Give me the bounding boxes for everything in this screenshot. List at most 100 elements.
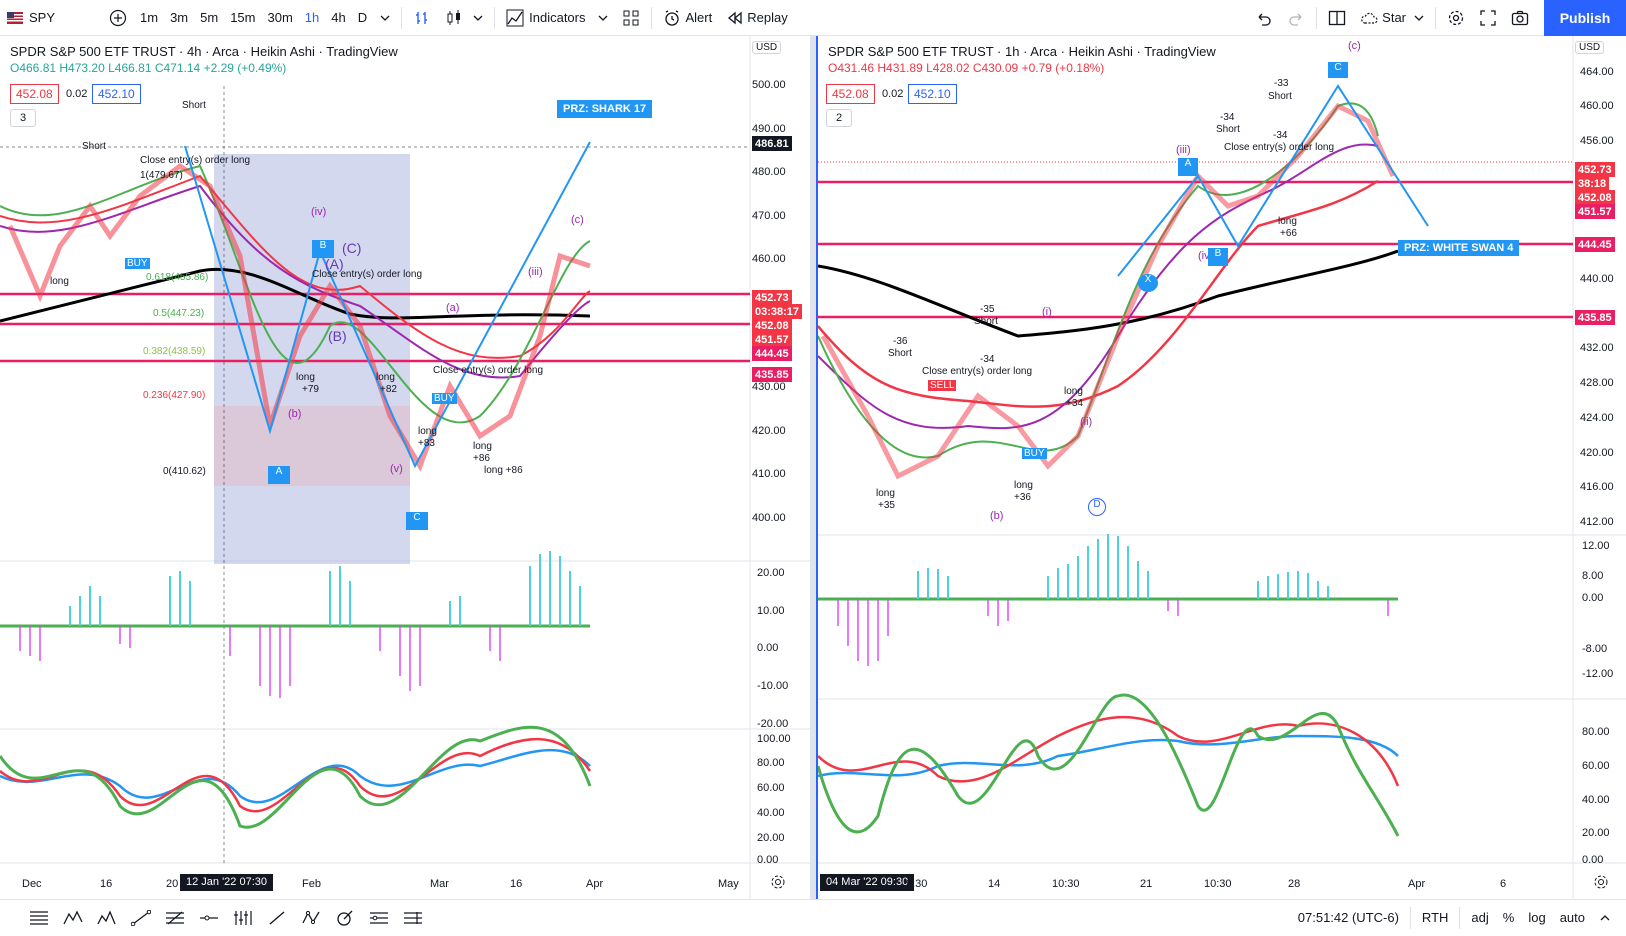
- snapshot-button[interactable]: [1504, 0, 1536, 36]
- alert-button[interactable]: Alert: [656, 0, 720, 36]
- range-tool[interactable]: [362, 903, 396, 933]
- ohlc-values: O431.46 H431.89 L428.02 C430.09 +0.79 (+…: [828, 61, 1104, 75]
- fib-level: 0(410.62): [163, 466, 206, 477]
- osc2-tick: 80.00: [1582, 726, 1610, 738]
- interval-15m[interactable]: 15m: [230, 10, 256, 25]
- layout-split-icon: [1329, 10, 1346, 25]
- redo-button[interactable]: [1280, 0, 1312, 36]
- undo-button[interactable]: [1248, 0, 1280, 36]
- signal-label: long: [418, 426, 437, 437]
- osc2-tick: 60.00: [1582, 760, 1610, 772]
- interval-30m[interactable]: 30m: [267, 10, 293, 25]
- interval-1m[interactable]: 1m: [140, 10, 159, 25]
- layout-button[interactable]: [1321, 0, 1353, 36]
- osc-tick: 0.00: [1582, 592, 1604, 604]
- open-value: O466.81: [10, 61, 57, 75]
- wave-label: (B): [328, 328, 347, 344]
- horizontal-ray-tool[interactable]: [192, 903, 226, 933]
- forecast-tool[interactable]: [396, 903, 430, 933]
- elliott-wave-tool[interactable]: [90, 903, 124, 933]
- interval-d[interactable]: D: [357, 10, 368, 25]
- time-tick: Apr: [586, 878, 604, 890]
- price-tick: 464.00: [1580, 66, 1614, 78]
- interval-5m[interactable]: 5m: [200, 10, 219, 25]
- high-value: H473.20: [59, 61, 105, 75]
- osc-tick: -12.00: [1582, 668, 1614, 680]
- collapse-indicators-button[interactable]: 2: [826, 109, 852, 127]
- session-toggle[interactable]: RTH: [1421, 910, 1449, 925]
- fullscreen-button[interactable]: [1472, 0, 1504, 36]
- osc-tick: 0.00: [757, 642, 779, 654]
- signal-label: +82: [380, 384, 397, 395]
- chart-legend: SPDR S&P 500 ETF TRUST · 1h · Arca · Hei…: [828, 44, 1216, 59]
- candle-style-button[interactable]: [438, 0, 490, 36]
- horizontal-lines-tool[interactable]: [22, 903, 56, 933]
- toolbar-divider: [401, 6, 403, 29]
- interval-dropdown[interactable]: [373, 0, 397, 36]
- currency-selector[interactable]: USD: [1575, 41, 1605, 54]
- trend-line-tool[interactable]: [124, 903, 158, 933]
- fullscreen-icon: [1480, 9, 1496, 26]
- time-tick: Dec: [22, 878, 42, 890]
- price-tick: 500.00: [752, 79, 786, 91]
- price-tick: 456.00: [1580, 135, 1614, 147]
- expand-button[interactable]: [1592, 900, 1618, 936]
- osc2-tick: 20.00: [1582, 827, 1610, 839]
- interval-4h[interactable]: 4h: [331, 10, 346, 25]
- toolbar-divider: [650, 6, 652, 29]
- clock-display[interactable]: 07:51:42 (UTC-6): [1297, 910, 1399, 925]
- currency-selector[interactable]: USD: [752, 41, 782, 54]
- compare-button[interactable]: [102, 0, 134, 36]
- pattern-point-a: A: [268, 466, 290, 484]
- adj-toggle[interactable]: adj: [1471, 910, 1489, 925]
- replay-button[interactable]: Replay: [719, 0, 794, 36]
- interval-3m[interactable]: 3m: [170, 10, 189, 25]
- time-tick: Apr: [1408, 878, 1426, 890]
- brush-tool[interactable]: [328, 903, 362, 933]
- templates-button[interactable]: [615, 0, 647, 36]
- ma-green-line: [0, 164, 591, 424]
- fib-tool[interactable]: [158, 903, 192, 933]
- grid-icon: [623, 10, 638, 25]
- pane-divider[interactable]: [810, 36, 816, 899]
- indicators-button[interactable]: Indicators: [499, 0, 614, 36]
- signal-label: Short: [82, 141, 106, 152]
- left-chart-pane[interactable]: SPDR S&P 500 ETF TRUST · 4h · Arca · Hei…: [0, 36, 810, 899]
- publish-button[interactable]: Publish: [1544, 0, 1626, 36]
- pencil-icon: [269, 910, 285, 925]
- price-tick: 430.00: [752, 381, 786, 393]
- right-chart-canvas[interactable]: [818, 36, 1626, 899]
- chart-annotation: Close entry(s) order long: [1224, 142, 1335, 153]
- price-tick: 490.00: [752, 123, 786, 135]
- interval-1h[interactable]: 1h: [304, 10, 320, 25]
- left-chart-canvas[interactable]: [0, 36, 810, 899]
- bar-style-button[interactable]: [406, 0, 438, 36]
- pattern-point-c: C: [1328, 62, 1348, 78]
- settings-button[interactable]: [1440, 0, 1472, 36]
- chart-annotation: Close entry(s) order long: [922, 366, 1033, 377]
- collapse-indicators-button[interactable]: 3: [10, 109, 36, 127]
- stoch-blue-line: [0, 748, 591, 804]
- chart-settings-button[interactable]: [1593, 874, 1609, 893]
- chart-settings-button[interactable]: [770, 874, 786, 893]
- price-tick: 460.00: [1580, 100, 1614, 112]
- save-layout-button[interactable]: Star: [1353, 0, 1431, 36]
- buy-price-button[interactable]: 452.10: [92, 84, 141, 104]
- zigzag-tool[interactable]: [56, 903, 90, 933]
- osc2-tick: 40.00: [1582, 794, 1610, 806]
- sell-price-button[interactable]: 452.08: [10, 84, 59, 104]
- zigzag-icon: [63, 910, 83, 924]
- auto-toggle[interactable]: auto: [1559, 910, 1585, 925]
- position-tool[interactable]: [226, 903, 260, 933]
- osc-tick: -8.00: [1582, 643, 1608, 655]
- right-chart-pane[interactable]: SPDR S&P 500 ETF TRUST · 1h · Arca · Hei…: [816, 36, 1626, 899]
- symbol-search[interactable]: SPY: [0, 0, 62, 36]
- log-toggle[interactable]: log: [1528, 910, 1546, 925]
- buy-price-button[interactable]: 452.10: [908, 84, 957, 104]
- price-tick: 416.00: [1580, 481, 1614, 493]
- pen-tool[interactable]: [260, 903, 294, 933]
- sell-price-button[interactable]: 452.08: [826, 84, 875, 104]
- wave-label: (C): [342, 240, 362, 256]
- percent-toggle[interactable]: %: [1502, 910, 1515, 925]
- pattern-tool[interactable]: [294, 903, 328, 933]
